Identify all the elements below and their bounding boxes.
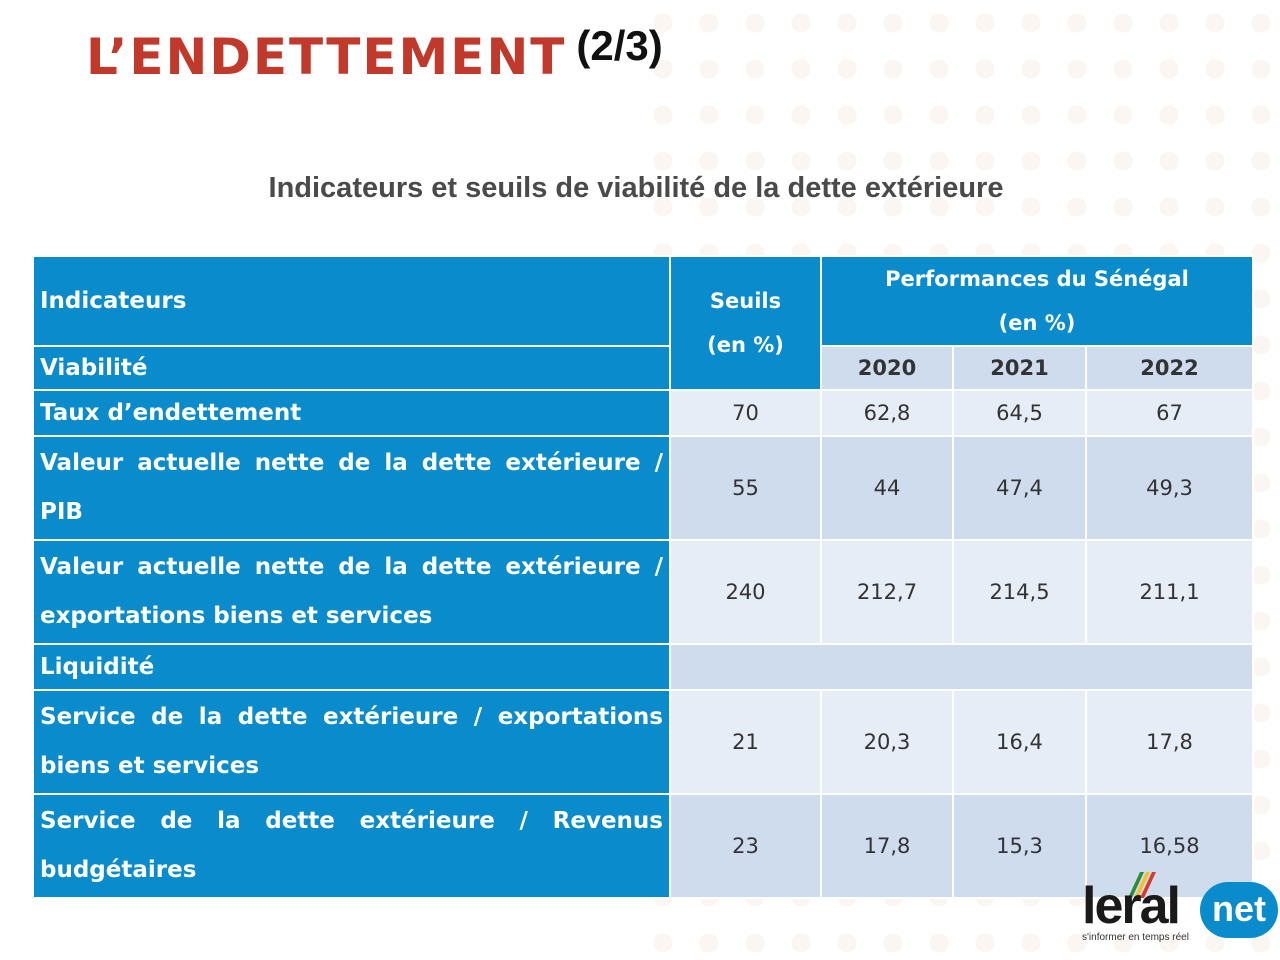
row-label: Taux d’endettement xyxy=(32,389,671,437)
year-header-2020: 2020 xyxy=(820,345,954,391)
logo-tagline: s'informer en temps réel xyxy=(1082,932,1189,943)
table-row: Valeur actuelle nette de la dette extéri… xyxy=(32,539,1254,645)
row-label: Valeur actuelle nette de la dette extéri… xyxy=(32,435,671,541)
row-label: Service de la dette extérieure / exporta… xyxy=(32,689,671,795)
value-2021: 15,3 xyxy=(952,793,1087,899)
year-header-2022: 2022 xyxy=(1085,345,1254,391)
row-label: Service de la dette extérieure / Revenus… xyxy=(32,793,671,899)
value-2021: 64,5 xyxy=(952,389,1087,437)
value-2021: 47,4 xyxy=(952,435,1087,541)
page-indicator: (2/3) xyxy=(576,22,663,69)
value-2021: 16,4 xyxy=(952,689,1087,795)
value-2022: 16,58 xyxy=(1085,793,1254,899)
table-subtitle: Indicateurs et seuils de viabilité de la… xyxy=(268,172,1004,204)
seuil-value: 23 xyxy=(669,793,822,899)
value-2020: 20,3 xyxy=(820,689,954,795)
value-2020: 44 xyxy=(820,435,954,541)
logo-brand: leral xyxy=(1082,877,1181,935)
section-liquidite-filler xyxy=(669,643,1254,691)
value-2020: 62,8 xyxy=(820,389,954,437)
page-title: L’ENDETTEMENT (2/3) xyxy=(86,22,663,86)
value-2021: 214,5 xyxy=(952,539,1087,645)
row-label: Valeur actuelle nette de la dette extéri… xyxy=(32,539,671,645)
value-2022: 49,3 xyxy=(1085,435,1254,541)
table-row: Service de la dette extérieure / exporta… xyxy=(32,689,1254,795)
debt-indicators-table: Indicateurs Seuils (en %) Performances d… xyxy=(32,255,1254,899)
header-perf-line2: (en %) xyxy=(998,311,1076,335)
header-seuils-line2: (en %) xyxy=(707,333,784,357)
header-seuils: Seuils (en %) xyxy=(669,255,822,391)
leral-net-logo: leral net s'informer en temps réel xyxy=(1080,870,1280,950)
seuil-value: 240 xyxy=(669,539,822,645)
title-text: L’ENDETTEMENT xyxy=(86,28,567,86)
table-row: Taux d’endettement 70 62,8 64,5 67 xyxy=(32,389,1254,437)
logo-net-bubble: net xyxy=(1200,882,1278,938)
header-indicateurs: Indicateurs xyxy=(32,255,671,347)
table-row: Service de la dette extérieure / Revenus… xyxy=(32,793,1254,899)
value-2022: 67 xyxy=(1085,389,1254,437)
header-seuils-line1: Seuils xyxy=(709,289,782,313)
seuil-value: 21 xyxy=(669,689,822,795)
value-2020: 17,8 xyxy=(820,793,954,899)
seuil-value: 55 xyxy=(669,435,822,541)
value-2020: 212,7 xyxy=(820,539,954,645)
seuil-value: 70 xyxy=(669,389,822,437)
header-perf-line1: Performances du Sénégal xyxy=(885,267,1189,291)
flag-swoosh-icon xyxy=(1128,872,1156,898)
table-row: Valeur actuelle nette de la dette extéri… xyxy=(32,435,1254,541)
section-viabilite: Viabilité xyxy=(32,345,671,391)
section-liquidite: Liquidité xyxy=(32,643,671,691)
value-2022: 17,8 xyxy=(1085,689,1254,795)
year-header-2021: 2021 xyxy=(952,345,1087,391)
value-2022: 211,1 xyxy=(1085,539,1254,645)
header-performances: Performances du Sénégal (en %) xyxy=(820,255,1254,347)
